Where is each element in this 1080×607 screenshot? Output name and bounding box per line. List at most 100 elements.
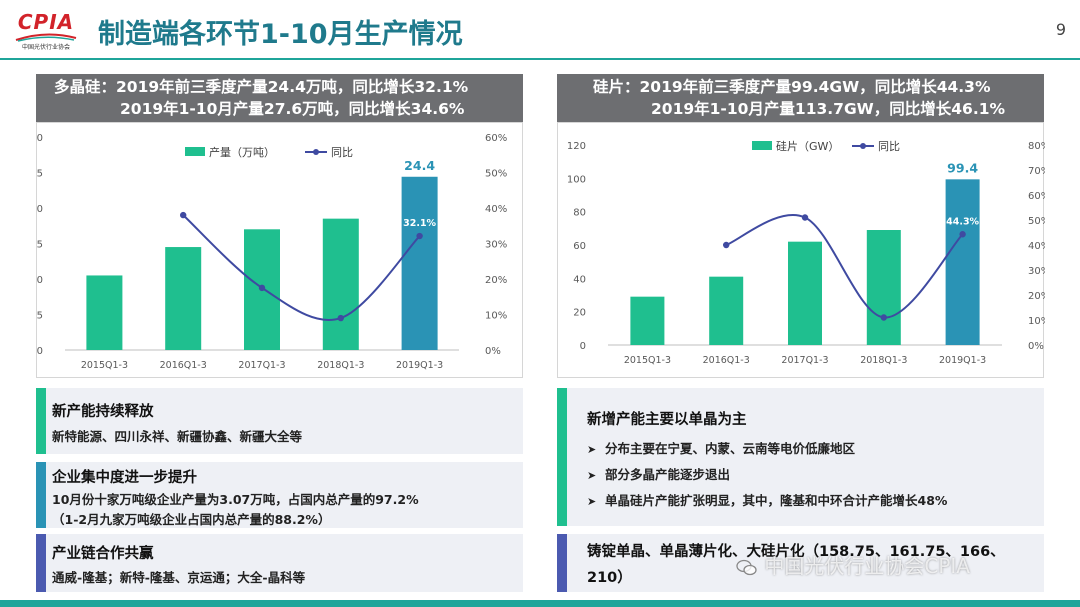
polysilicon-header-line2: 2019年1-10月产量27.6万吨，同比增长34.6% (120, 100, 465, 118)
bar (709, 276, 744, 345)
y-tick-label: 40 (573, 274, 586, 285)
x-tick-label: 2016Q1-3 (160, 360, 207, 371)
y-tick-label: 0 (37, 346, 43, 357)
x-tick-label: 2017Q1-3 (781, 355, 828, 366)
y2-tick-label: 30% (1028, 266, 1045, 277)
y-tick-label: 10 (37, 275, 43, 286)
wafer-header: 硅片：2019年前三季度产量99.4GW，同比增长44.3% 2019年1-10… (557, 74, 1044, 122)
watermark: 中国光伏行业协会CPIA (736, 550, 970, 579)
y2-tick-label: 30% (485, 240, 507, 251)
page-title: 制造端各环节1-10月生产情况 (98, 19, 463, 50)
new-capacity-companies: 新特能源、四川永祥、新疆协鑫、新疆大全等 (52, 429, 303, 444)
bottom-rule (0, 600, 1080, 607)
page-number: 9 (1055, 20, 1066, 39)
concentration-box: 企业集中度进一步提升 10月份十家万吨级企业产量为3.07万吨，占国内总产量的9… (36, 462, 523, 528)
bullet-item: ➤ 部分多晶产能逐步退出 (587, 464, 730, 483)
line-value-label: 44.3% (946, 216, 979, 227)
bullet-text: 单晶硅片产能扩张明显，其中，隆基和中环合计产能增长48% (605, 493, 948, 508)
legend-bar-label: 硅片（GW） (776, 140, 839, 153)
bullet-item: ➤ 单晶硅片产能扩张明显，其中，隆基和中环合计产能增长48% (587, 490, 947, 509)
y2-tick-label: 40% (485, 204, 507, 215)
bullet-text: 分布主要在宁夏、内蒙、云南等电价低廉地区 (605, 441, 856, 456)
legend-bar-swatch (185, 147, 205, 156)
wafer-chart-svg: 0 20 40 60 80 100 120 0% 10% 20% 30% 40% 50% 60% 70% 80… (567, 140, 1045, 366)
legend-bar-swatch (752, 141, 772, 150)
line-point (801, 214, 809, 221)
legend-line-marker (313, 149, 319, 155)
y2-tick-label: 80% (1028, 141, 1045, 152)
bullet-text: 部分多晶产能逐步退出 (605, 467, 731, 482)
concentration-line2: （1-2月九家万吨级企业占国内总产量的88.2%） (52, 512, 331, 527)
bar (401, 176, 438, 350)
polysilicon-header: 多晶硅：2019年前三季度产量24.4万吨，同比增长32.1% 2019年1-1… (36, 74, 523, 122)
arrow-right-icon: ➤ (587, 469, 597, 482)
legend-line-label: 同比 (331, 146, 353, 159)
ingot-line1: 铸锭单晶、单晶薄片化、大硅片化（158.75、161.75、166、 (587, 544, 1005, 560)
arrow-right-icon: ➤ (587, 495, 597, 508)
ingot-accent (557, 534, 567, 592)
new-capacity-box: 新产能持续释放 新特能源、四川永祥、新疆协鑫、新疆大全等 (36, 388, 523, 454)
watermark-text: 中国光伏行业协会CPIA (764, 554, 970, 578)
cooperation-partners: 通威-隆基；新特-隆基、京运通；大全-晶科等 (52, 570, 306, 585)
new-capacity-heading: 新产能持续释放 (52, 404, 154, 420)
y2-tick-label: 50% (1028, 216, 1045, 227)
bar (86, 275, 123, 350)
x-tick-label: 2018Q1-3 (860, 355, 907, 366)
bar (788, 241, 822, 345)
bullet-item: ➤ 分布主要在宁夏、内蒙、云南等电价低廉地区 (587, 438, 855, 457)
y-tick-label: 80 (573, 208, 586, 219)
title-divider (0, 58, 1080, 60)
cooperation-accent (36, 534, 46, 592)
monocrystal-accent (557, 388, 567, 526)
ingot-box: 铸锭单晶、单晶薄片化、大硅片化（158.75、161.75、166、 210） (557, 534, 1044, 592)
wafer-header-line1: 硅片：2019年前三季度产量99.4GW，同比增长44.3% (593, 78, 991, 96)
line-point (880, 314, 887, 321)
y2-tick-label: 70% (1028, 166, 1045, 177)
cooperation-heading: 产业链合作共赢 (52, 546, 154, 562)
y2-tick-label: 60% (485, 133, 507, 144)
line-point (959, 231, 966, 238)
bar (630, 296, 665, 345)
legend-line-label: 同比 (878, 140, 900, 153)
y-tick-label: 0 (580, 341, 586, 352)
bar-value-label: 24.4 (404, 158, 435, 173)
monocrystal-heading: 新增产能主要以单晶为主 (587, 412, 747, 428)
y2-tick-label: 40% (1028, 241, 1045, 252)
bar (945, 179, 980, 345)
x-tick-label: 2016Q1-3 (703, 355, 750, 366)
new-capacity-accent (36, 388, 46, 454)
arrow-right-icon: ➤ (587, 443, 597, 456)
y2-tick-label: 20% (1028, 291, 1045, 302)
y2-tick-label: 10% (485, 311, 507, 322)
cooperation-box: 产业链合作共赢 通威-隆基；新特-隆基、京运通；大全-晶科等 (36, 534, 523, 592)
x-tick-label: 2015Q1-3 (624, 355, 671, 366)
legend-bar-label: 产量（万吨） (209, 145, 275, 159)
concentration-line1: 10月份十家万吨级企业产量为3.07万吨，占国内总产量的97.2% (52, 492, 419, 507)
bar (322, 218, 359, 350)
wafer-header-line2: 2019年1-10月产量113.7GW，同比增长46.1% (651, 100, 1006, 118)
x-tick-label: 2019Q1-3 (396, 360, 443, 371)
ingot-line2: 210） (587, 570, 632, 586)
line-point (723, 241, 730, 249)
y-tick-label: 20 (37, 204, 43, 215)
polysilicon-header-line1: 多晶硅：2019年前三季度产量24.4万吨，同比增长32.1% (54, 78, 469, 96)
series-line (725, 214, 964, 319)
line-point (416, 232, 423, 240)
y2-tick-label: 50% (485, 169, 507, 180)
wafer-chart: 0 20 40 60 80 100 120 0% 10% 20% 30% 40% 50% 60% 70% 80… (557, 122, 1045, 378)
y-tick-label: 120 (567, 141, 586, 152)
y2-tick-label: 10% (1028, 316, 1045, 327)
monocrystal-box: 新增产能主要以单晶为主 ➤ 分布主要在宁夏、内蒙、云南等电价低廉地区 ➤ 部分多晶产… (557, 388, 1044, 526)
logo-subtitle: 中国光伏行业协会 (21, 44, 70, 51)
y-tick-label: 60 (573, 241, 586, 252)
y2-tick-label: 60% (1028, 191, 1045, 202)
x-tick-label: 2015Q1-3 (81, 360, 128, 371)
bar (866, 230, 901, 345)
y2-tick-label: 20% (485, 275, 507, 286)
concentration-accent (36, 462, 46, 528)
x-tick-label: 2019Q1-3 (939, 355, 986, 366)
line-value-label: 32.1% (403, 218, 436, 229)
polysilicon-chart: 0 5 10 15 20 25 30 0% 10% 20% 30% 40% 50% 60% 2015Q1-3… (36, 122, 523, 378)
line-point (337, 314, 344, 322)
concentration-heading: 企业集中度进一步提升 (52, 470, 197, 486)
